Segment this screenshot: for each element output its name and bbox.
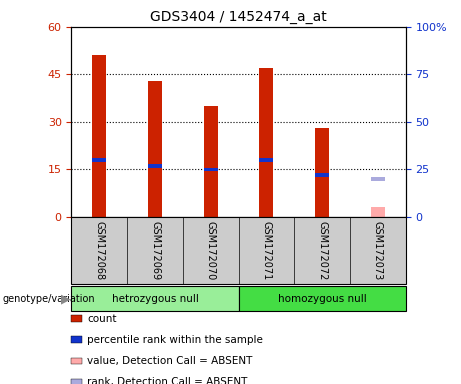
Text: GSM172069: GSM172069: [150, 221, 160, 280]
Bar: [371, 177, 385, 181]
Text: ▶: ▶: [61, 292, 70, 305]
Bar: [92, 55, 106, 217]
Bar: [92, 158, 106, 162]
Text: GSM172073: GSM172073: [373, 221, 383, 280]
Text: value, Detection Call = ABSENT: value, Detection Call = ABSENT: [87, 356, 253, 366]
Bar: [260, 158, 273, 162]
Title: GDS3404 / 1452474_a_at: GDS3404 / 1452474_a_at: [150, 10, 327, 25]
Text: homozygous null: homozygous null: [278, 293, 366, 304]
Text: GSM172068: GSM172068: [95, 221, 104, 280]
Bar: [371, 207, 385, 217]
Bar: [239, 286, 406, 311]
Text: genotype/variation: genotype/variation: [2, 293, 95, 304]
Bar: [148, 164, 162, 167]
Text: GSM172071: GSM172071: [261, 221, 272, 280]
Text: percentile rank within the sample: percentile rank within the sample: [87, 335, 263, 345]
Text: GSM172072: GSM172072: [317, 221, 327, 280]
Text: count: count: [87, 314, 117, 324]
Bar: [204, 106, 218, 217]
Text: rank, Detection Call = ABSENT: rank, Detection Call = ABSENT: [87, 377, 248, 384]
Bar: [71, 286, 239, 311]
Bar: [315, 173, 329, 177]
Text: hetrozygous null: hetrozygous null: [112, 293, 198, 304]
Bar: [204, 167, 218, 171]
Bar: [315, 128, 329, 217]
Bar: [148, 81, 162, 217]
Text: GSM172070: GSM172070: [206, 221, 216, 280]
Bar: [260, 68, 273, 217]
